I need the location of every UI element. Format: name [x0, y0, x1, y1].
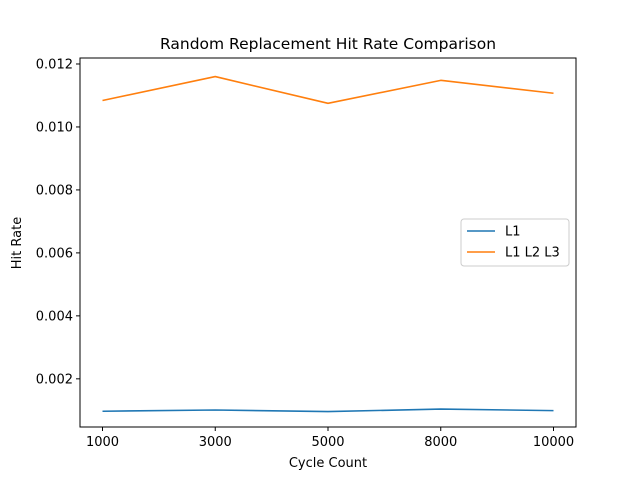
y-tick-label: 0.004: [36, 309, 73, 324]
y-tick-label: 0.012: [36, 57, 73, 72]
y-tick-label: 0.002: [36, 372, 73, 387]
y-tick-label: 0.008: [36, 183, 73, 198]
legend: L1 L1 L2 L3: [460, 218, 570, 267]
legend-label: L1: [505, 225, 521, 240]
chart-title: Random Replacement Hit Rate Comparison: [160, 35, 496, 53]
x-tick-label: 5000: [311, 435, 344, 450]
legend-label: L1 L2 L3: [505, 246, 560, 261]
x-tick-label: 8000: [424, 435, 457, 450]
x-tick-label: 1000: [86, 435, 119, 450]
series-line-l1-l2-l3: [102, 75, 554, 105]
y-tick-label: 0.010: [36, 120, 73, 135]
x-tick-label: 10000: [533, 435, 574, 450]
y-axis-label: Hit Rate: [10, 217, 25, 269]
x-axis-label: Cycle Count: [289, 456, 367, 471]
y-tick-label: 0.006: [36, 246, 73, 261]
plot-area: [102, 75, 554, 413]
series-line-l1: [102, 408, 554, 413]
x-axis: 1000 3000 5000 8000 10000: [86, 427, 574, 450]
y-axis: 0.002 0.004 0.006 0.008 0.010 0.012: [36, 57, 80, 387]
x-tick-label: 3000: [199, 435, 232, 450]
